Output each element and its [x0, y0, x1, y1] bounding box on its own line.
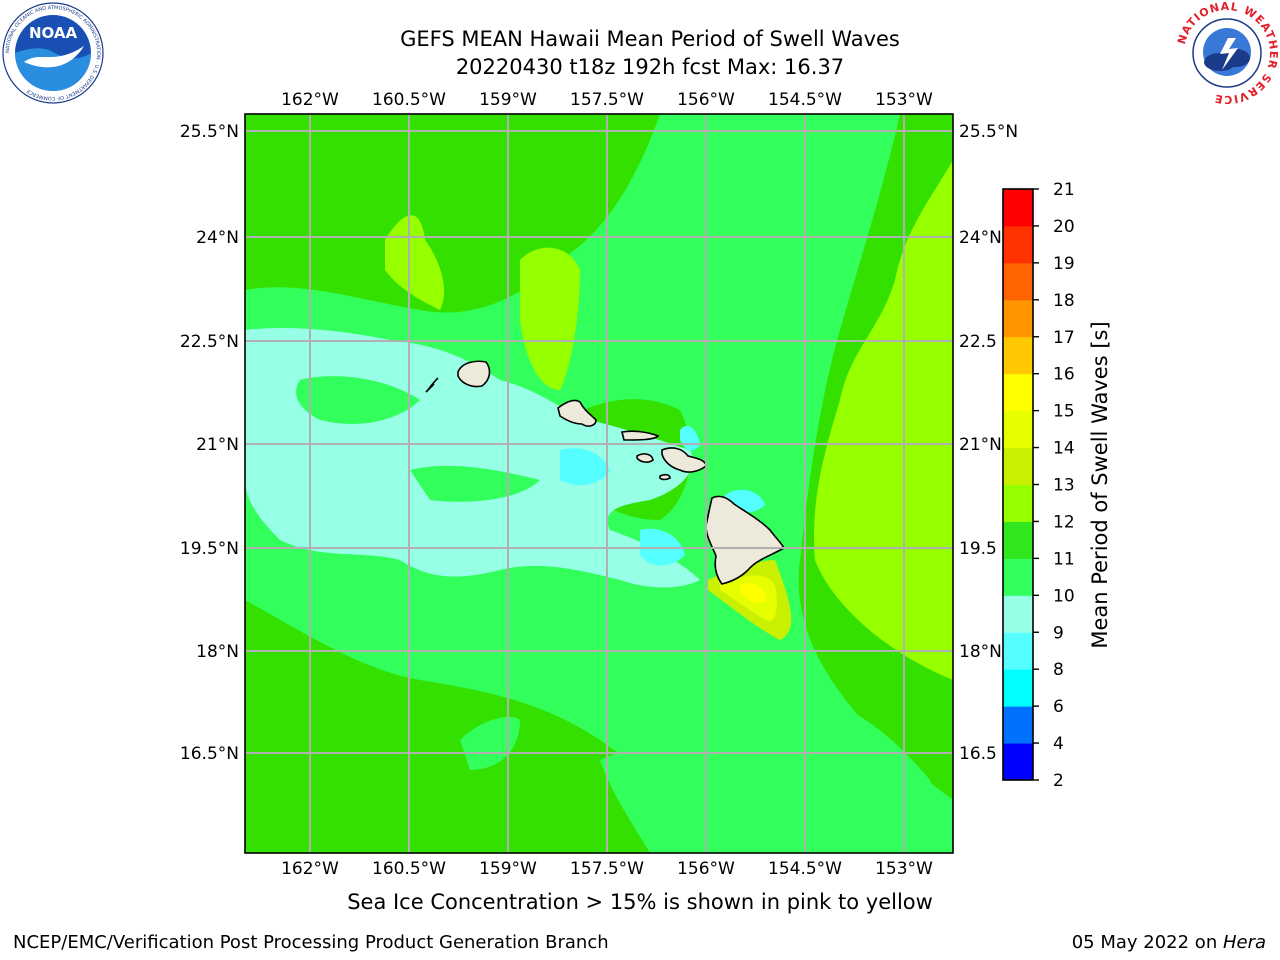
colorbar-tick-label: 19 [1053, 254, 1075, 274]
contour-15-16 [740, 583, 766, 604]
contour-12-13-east [814, 160, 953, 680]
island-kahoolawe [659, 473, 671, 481]
colorbar-segment [1003, 447, 1033, 485]
colorbar-tick-label: 17 [1053, 328, 1075, 348]
lon-tick-bottom: 154.5°W [768, 859, 842, 879]
contour-pocket-1 [296, 376, 420, 424]
lon-tick-bottom: 157.5°W [570, 859, 644, 879]
colorbar-tick-label: 9 [1053, 623, 1064, 643]
colorbar-tick-label: 10 [1053, 586, 1075, 606]
colorbar-tick-label: 15 [1053, 402, 1075, 422]
colorbar-segment [1003, 743, 1033, 781]
nws-logo: NATIONAL WEATHER SERVICE [1176, 2, 1278, 104]
footer-credit: NCEP/EMC/Verification Post Processing Pr… [13, 932, 609, 953]
colorbar-segment [1003, 558, 1033, 596]
graticule [245, 114, 953, 853]
colorbar-tick-label: 18 [1053, 291, 1075, 311]
colorbar-segment [1003, 595, 1033, 633]
colorbar-tick-label: 4 [1053, 734, 1064, 754]
colorbar-segment [1003, 669, 1033, 707]
colorbar-tick-label: 2 [1053, 771, 1064, 791]
colorbar-segment [1003, 225, 1033, 264]
lon-tick-bottom: 159°W [479, 859, 537, 879]
lon-tick-bottom: 160.5°W [372, 859, 446, 879]
lon-tick-top: 154.5°W [768, 90, 842, 110]
lat-tick-right: 18°N [959, 642, 1002, 662]
island-kauai [457, 360, 491, 388]
lat-tick-right: 19.5 [959, 539, 997, 559]
lon-tick-bottom: 153°W [875, 859, 933, 879]
colorbar-segment [1003, 373, 1033, 412]
lat-tick-left: 21°N [196, 435, 239, 455]
lat-tick-right: 21°N [959, 435, 1002, 455]
colorbar-tick-label: 12 [1053, 512, 1075, 532]
colorbar-tick-label: 6 [1053, 697, 1064, 717]
contour-8-9 [560, 448, 610, 486]
colorbar-segment [1003, 299, 1033, 338]
noaa-logo: NOAA NATIONAL OCEANIC AND ATMOSPHERIC AD… [2, 2, 104, 104]
lon-tick-top: 153°W [875, 90, 933, 110]
lon-tick-bottom: 156°W [677, 859, 735, 879]
colorbar-tick-label: 14 [1053, 439, 1075, 459]
lat-tick-left: 16.5°N [180, 744, 239, 764]
sea-ice-note: Sea Ice Concentration > 15% is shown in … [347, 890, 933, 914]
lat-tick-right: 25.5°N [959, 122, 1018, 142]
swell-period-field [245, 114, 953, 853]
axis-tick-labels: 162°W 162°W 160.5°W 160.5°W 159°W 159°W 157.5°… [180, 90, 1018, 879]
footer-date: 05 May 2022 on Hera [1072, 932, 1266, 953]
island-lanai [636, 453, 654, 463]
land-masses [425, 360, 786, 585]
colorbar-tick-label: 13 [1053, 476, 1075, 496]
lat-tick-left: 25.5°N [180, 122, 239, 142]
lat-tick-left: 22.5°N [180, 332, 239, 352]
colorbar-segment [1003, 521, 1033, 559]
island-hawaii [705, 495, 786, 585]
footer-date-text: 05 May 2022 on [1071, 932, 1223, 953]
colorbar-tick-label: 16 [1053, 365, 1075, 385]
footer-host: Hera [1222, 932, 1266, 953]
lat-tick-left: 19.5°N [180, 539, 239, 559]
lon-tick-top: 160.5°W [372, 90, 446, 110]
colorbar-tick-label: 11 [1053, 549, 1075, 569]
lat-tick-right: 24°N [959, 228, 1002, 248]
colorbar-segment [1003, 484, 1033, 522]
chart-title: GEFS MEAN Hawaii Mean Period of Swell Wa… [400, 27, 900, 51]
lon-tick-top: 157.5°W [570, 90, 644, 110]
contour-12-13-north2 [385, 215, 445, 310]
colorbar-segment [1003, 632, 1033, 670]
colorbar-label: Mean Period of Swell Waves [s] [1088, 321, 1112, 648]
colorbar: 2 4 6 8 9 10 11 12 13 14 15 16 17 18 19 20 21 [1002, 180, 1075, 791]
contour-south-west [460, 716, 520, 770]
lon-tick-top: 156°W [677, 90, 735, 110]
lon-tick-top: 159°W [479, 90, 537, 110]
chart-subtitle: 20220430 t18z 192h fcst Max: 16.37 [455, 55, 845, 79]
colorbar-tick-label: 8 [1053, 660, 1064, 680]
colorbar-segment [1003, 262, 1033, 301]
contour-south-plume [600, 694, 953, 853]
lon-tick-top: 162°W [281, 90, 339, 110]
lat-tick-left: 18°N [196, 642, 239, 662]
colorbar-segment [1003, 189, 1033, 227]
noaa-logo-text: NOAA [29, 24, 78, 42]
colorbar-segment [1003, 706, 1033, 744]
colorbar-segment [1003, 410, 1033, 449]
colorbar-segment [1003, 336, 1033, 375]
contour-12-13-north [520, 247, 580, 390]
colorbar-tick-label: 20 [1053, 217, 1075, 237]
lat-tick-right: 22.5 [959, 332, 997, 352]
colorbar-tick-label: 21 [1053, 180, 1075, 200]
island-niihau [425, 377, 439, 393]
lat-tick-right: 16.5 [959, 744, 997, 764]
map-frame [244, 113, 954, 854]
island-oahu [557, 399, 597, 427]
island-molokai [621, 430, 660, 441]
lat-tick-left: 24°N [196, 228, 239, 248]
lon-tick-bottom: 162°W [281, 859, 339, 879]
